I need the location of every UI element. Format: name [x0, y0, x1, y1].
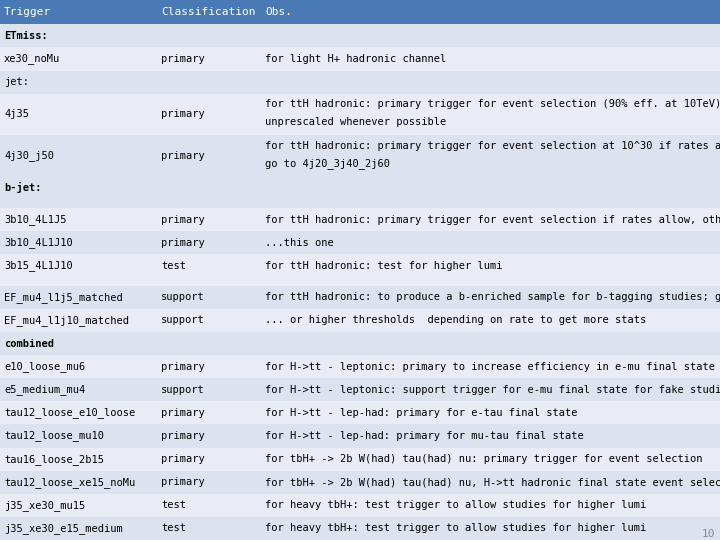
- Bar: [0, 24, 720, 48]
- Text: for ttH hadronic: primary trigger for event selection at 10^30 if rates allow - : for ttH hadronic: primary trigger for ev…: [266, 141, 720, 151]
- Text: for ttH hadronic: to produce a b-enriched sample for b-tagging studies; go to lo: for ttH hadronic: to produce a b-enriche…: [266, 292, 720, 302]
- Text: ...this one: ...this one: [266, 238, 334, 248]
- Text: test: test: [161, 501, 186, 510]
- Text: primary: primary: [161, 109, 204, 119]
- Text: j35_xe30_mu15: j35_xe30_mu15: [4, 500, 85, 511]
- Bar: [0, 401, 720, 424]
- Text: ETmiss:: ETmiss:: [4, 31, 48, 41]
- Bar: [0, 332, 720, 355]
- Text: for ttH hadronic: test for higher lumi: for ttH hadronic: test for higher lumi: [266, 261, 503, 271]
- Text: primary: primary: [161, 151, 204, 161]
- Bar: [0, 48, 720, 71]
- Text: EF_mu4_l1j10_matched: EF_mu4_l1j10_matched: [4, 315, 129, 326]
- Text: 4j30_j50: 4j30_j50: [4, 150, 54, 161]
- Text: go to 4j20_3j40_2j60: go to 4j20_3j40_2j60: [266, 158, 390, 169]
- Text: for H->tt - leptonic: primary to increase efficiency in e-mu final state: for H->tt - leptonic: primary to increas…: [266, 362, 716, 372]
- Bar: [261, 0, 720, 24]
- Text: 3b10_4L1J10: 3b10_4L1J10: [4, 237, 73, 248]
- Bar: [0, 135, 720, 177]
- Bar: [0, 231, 720, 254]
- Text: tau12_loose_e10_loose: tau12_loose_e10_loose: [4, 408, 135, 418]
- Text: primary: primary: [161, 477, 204, 487]
- Text: Trigger: Trigger: [4, 7, 51, 17]
- Bar: [0, 71, 720, 93]
- Bar: [0, 0, 157, 24]
- Bar: [0, 177, 720, 199]
- Text: 3b10_4L1J5: 3b10_4L1J5: [4, 214, 66, 225]
- Text: for H->tt - lep-had: primary for mu-tau final state: for H->tt - lep-had: primary for mu-tau …: [266, 431, 584, 441]
- Text: tau12_loose_mu10: tau12_loose_mu10: [4, 430, 104, 442]
- Text: primary: primary: [161, 214, 204, 225]
- Text: support: support: [161, 385, 204, 395]
- Text: combined: combined: [4, 339, 54, 349]
- Text: tau12_loose_xe15_noMu: tau12_loose_xe15_noMu: [4, 477, 135, 488]
- Bar: [0, 494, 720, 517]
- Text: primary: primary: [161, 431, 204, 441]
- Text: support: support: [161, 315, 204, 326]
- Text: xe30_noMu: xe30_noMu: [4, 53, 60, 64]
- Text: primary: primary: [161, 238, 204, 248]
- Text: support: support: [161, 292, 204, 302]
- Text: for H->tt - leptonic: support trigger for e-mu final state for fake studies: for H->tt - leptonic: support trigger fo…: [266, 385, 720, 395]
- Text: jet:: jet:: [4, 77, 29, 87]
- Text: for light H+ hadronic channel: for light H+ hadronic channel: [266, 54, 446, 64]
- Text: primary: primary: [161, 408, 204, 418]
- Text: Classification: Classification: [161, 7, 256, 17]
- Text: for tbH+ -> 2b W(had) tau(had) nu: primary trigger for event selection: for tbH+ -> 2b W(had) tau(had) nu: prima…: [266, 454, 703, 464]
- Text: for H->tt - lep-had: primary for e-tau final state: for H->tt - lep-had: primary for e-tau f…: [266, 408, 578, 418]
- Bar: [0, 424, 720, 448]
- Bar: [0, 355, 720, 378]
- Bar: [0, 448, 720, 471]
- Bar: [0, 254, 720, 278]
- Bar: [0, 208, 720, 231]
- Bar: [0, 286, 720, 309]
- Text: 10: 10: [701, 529, 715, 539]
- Text: for heavy tbH+: test trigger to allow studies for higher lumi: for heavy tbH+: test trigger to allow st…: [266, 523, 647, 534]
- Text: 4j35: 4j35: [4, 109, 29, 119]
- Text: primary: primary: [161, 54, 204, 64]
- Text: test: test: [161, 523, 186, 534]
- Text: ... or higher thresholds  depending on rate to get more stats: ... or higher thresholds depending on ra…: [266, 315, 647, 326]
- Bar: [0, 378, 720, 401]
- Bar: [157, 0, 261, 24]
- Text: tau16_loose_2b15: tau16_loose_2b15: [4, 454, 104, 464]
- Text: e5_medium_mu4: e5_medium_mu4: [4, 384, 85, 395]
- Text: unprescaled whenever possible: unprescaled whenever possible: [266, 117, 446, 127]
- Text: test: test: [161, 261, 186, 271]
- Text: primary: primary: [161, 454, 204, 464]
- Bar: [0, 309, 720, 332]
- Bar: [0, 199, 720, 208]
- Text: e10_loose_mu6: e10_loose_mu6: [4, 361, 85, 372]
- Bar: [0, 93, 720, 135]
- Text: j35_xe30_e15_medium: j35_xe30_e15_medium: [4, 523, 122, 534]
- Text: 3b15_4L1J10: 3b15_4L1J10: [4, 260, 73, 271]
- Bar: [0, 278, 720, 286]
- Text: for ttH hadronic: primary trigger for event selection if rates allow, otherwise : for ttH hadronic: primary trigger for ev…: [266, 214, 720, 225]
- Bar: [0, 471, 720, 494]
- Text: Obs.: Obs.: [266, 7, 292, 17]
- Text: EF_mu4_l1j5_matched: EF_mu4_l1j5_matched: [4, 292, 122, 303]
- Text: for heavy tbH+: test trigger to allow studies for higher lumi: for heavy tbH+: test trigger to allow st…: [266, 501, 647, 510]
- Text: for ttH hadronic: primary trigger for event selection (90% eff. at 10TeV) - keep: for ttH hadronic: primary trigger for ev…: [266, 99, 720, 110]
- Text: for tbH+ -> 2b W(had) tau(had) nu, H->tt hadronic final state event selection: for tbH+ -> 2b W(had) tau(had) nu, H->tt…: [266, 477, 720, 487]
- Bar: [0, 517, 720, 540]
- Text: primary: primary: [161, 362, 204, 372]
- Text: b-jet:: b-jet:: [4, 183, 42, 193]
